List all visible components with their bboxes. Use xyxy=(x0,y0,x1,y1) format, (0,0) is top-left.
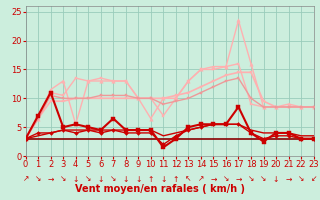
Text: ↘: ↘ xyxy=(298,174,304,184)
Text: Vent moyen/en rafales ( km/h ): Vent moyen/en rafales ( km/h ) xyxy=(75,184,245,194)
Text: ↘: ↘ xyxy=(248,174,254,184)
Text: ↑: ↑ xyxy=(173,174,179,184)
Text: ↓: ↓ xyxy=(123,174,129,184)
Text: ↙: ↙ xyxy=(310,174,317,184)
Text: ↗: ↗ xyxy=(22,174,29,184)
Text: ↓: ↓ xyxy=(160,174,166,184)
Text: ↘: ↘ xyxy=(85,174,92,184)
Text: →: → xyxy=(210,174,217,184)
Text: ↘: ↘ xyxy=(223,174,229,184)
Text: ↑: ↑ xyxy=(148,174,154,184)
Text: ↓: ↓ xyxy=(98,174,104,184)
Text: →: → xyxy=(47,174,54,184)
Text: ↓: ↓ xyxy=(273,174,279,184)
Text: ↘: ↘ xyxy=(260,174,267,184)
Text: ↗: ↗ xyxy=(198,174,204,184)
Text: →: → xyxy=(235,174,242,184)
Text: →: → xyxy=(285,174,292,184)
Text: ↓: ↓ xyxy=(135,174,141,184)
Text: ↓: ↓ xyxy=(73,174,79,184)
Text: ↘: ↘ xyxy=(110,174,116,184)
Text: ↘: ↘ xyxy=(60,174,66,184)
Text: ↖: ↖ xyxy=(185,174,192,184)
Text: ↘: ↘ xyxy=(35,174,41,184)
